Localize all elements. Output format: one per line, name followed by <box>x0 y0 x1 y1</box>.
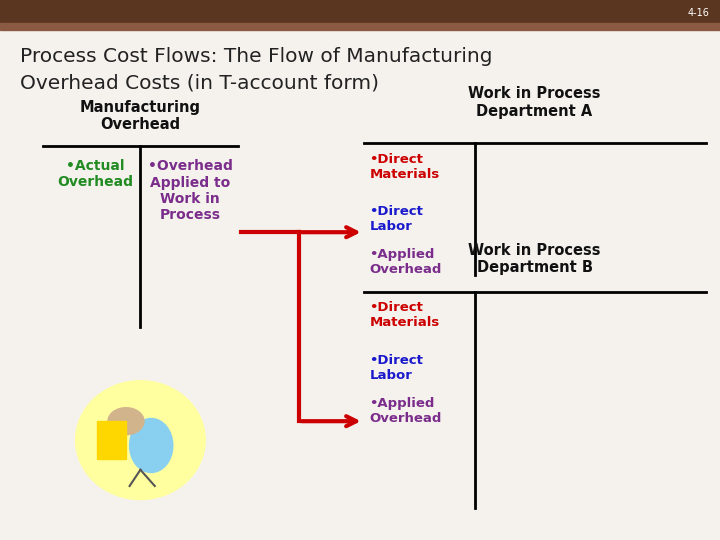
Circle shape <box>108 408 144 435</box>
Text: Manufacturing
Overhead: Manufacturing Overhead <box>80 100 201 132</box>
Text: Work in Process
Department B: Work in Process Department B <box>468 243 601 275</box>
Text: •Direct
Labor: •Direct Labor <box>369 205 423 233</box>
Text: •Direct
Materials: •Direct Materials <box>369 301 440 329</box>
Text: •Actual
Overhead: •Actual Overhead <box>57 159 133 190</box>
Text: Work in Process
Department A: Work in Process Department A <box>468 86 601 119</box>
Text: •Direct
Materials: •Direct Materials <box>369 153 440 181</box>
Text: Overhead Costs (in T-account form): Overhead Costs (in T-account form) <box>20 73 379 92</box>
Ellipse shape <box>76 381 205 500</box>
Text: •Direct
Labor: •Direct Labor <box>369 354 423 382</box>
Text: 4-16: 4-16 <box>688 9 709 18</box>
Text: •Overhead
Applied to
Work in
Process: •Overhead Applied to Work in Process <box>148 159 233 222</box>
Ellipse shape <box>130 418 173 472</box>
Text: •Applied
Overhead: •Applied Overhead <box>369 248 442 276</box>
Bar <box>0 23 720 30</box>
Bar <box>0 0 720 23</box>
Text: •Applied
Overhead: •Applied Overhead <box>369 397 442 425</box>
Text: Process Cost Flows: The Flow of Manufacturing: Process Cost Flows: The Flow of Manufact… <box>20 47 492 66</box>
Bar <box>97 421 126 459</box>
